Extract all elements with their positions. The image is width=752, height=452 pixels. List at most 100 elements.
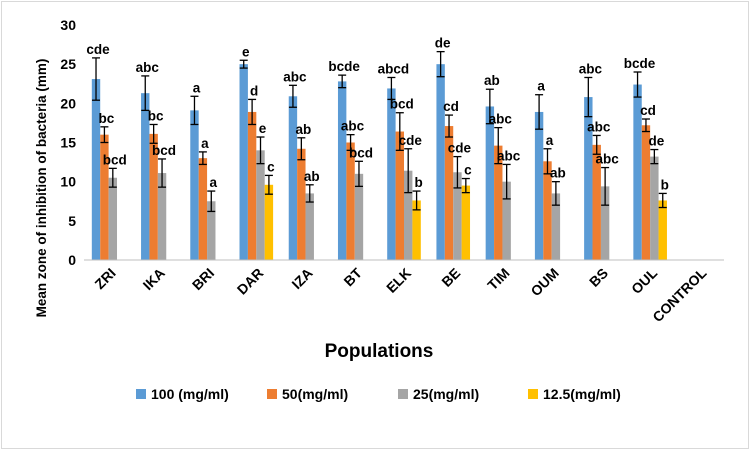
significance-label: bc [99,111,115,126]
bar [592,144,601,260]
bar [436,64,445,261]
significance-label: cde [448,141,472,156]
bar [600,186,610,260]
y-tick-label: 20 [60,95,76,111]
bar [551,193,561,260]
significance-label: ab [295,122,311,137]
x-tick-label: CONTROL [649,264,710,325]
significance-label: bcd [390,97,414,112]
significance-label: abc [283,69,307,84]
bar [485,106,495,260]
x-tick-label: IKA [140,265,168,293]
x-tick-label: IZA [288,265,315,292]
significance-label: bcde [328,59,360,74]
significance-label: bcd [103,152,127,167]
bar [157,173,167,260]
significance-label: abc [497,148,521,163]
legend-swatch [398,389,408,399]
bar [494,145,503,260]
legend-label: 50(mg/ml) [282,386,348,402]
significance-label: bc [148,108,164,123]
bar [149,133,158,260]
x-tick-label: BRI [189,265,217,293]
bar-labels: cdebcbcdabcbcbcdaaaedecabcababbcdeabcbcd… [86,36,668,193]
significance-label: abc [341,119,365,134]
bar [256,150,265,260]
bar [412,200,421,260]
legend-swatch [528,389,538,399]
x-tick-label: BT [340,264,365,289]
bar [543,161,552,260]
significance-label: bcd [349,145,373,160]
bar [658,200,667,260]
significance-label: abc [136,60,160,75]
y-tick-label: 30 [60,17,76,33]
x-tick-label: BS [586,265,611,290]
bar [91,79,101,260]
x-tick-label: OUM [527,265,561,299]
significance-label: ab [304,169,320,184]
significance-label: abc [587,119,611,134]
bar [190,110,199,260]
bar [650,156,659,260]
x-tick-label: TIM [484,265,512,293]
significance-label: abcd [378,61,410,76]
bar [502,181,511,260]
legend-label: 25(mg/ml) [413,386,479,402]
significance-label: bcde [624,56,656,71]
bar [337,81,347,261]
bar [641,125,651,261]
bar [395,131,404,260]
x-tick-label: BE [438,265,463,290]
significance-label: a [210,175,218,190]
y-axis-title: Mean zone of inhibition of bacteria (mm) [34,59,49,318]
bar [404,170,413,260]
bar [461,185,471,260]
significance-label: cd [640,103,656,118]
significance-label: cde [399,133,423,148]
significance-label: cde [86,42,110,57]
bar [239,64,248,261]
significance-label: bcd [152,143,176,158]
x-tick-label: DAR [234,265,267,298]
significance-label: a [193,80,201,95]
bar [354,173,364,260]
significance-label: ab [484,73,500,88]
bar [141,93,150,261]
significance-label: cd [443,99,459,114]
significance-label: c [464,163,472,178]
bar [108,177,118,260]
significance-label: de [435,36,451,51]
bar [584,97,593,260]
bar [444,126,454,260]
bar [633,84,642,261]
significance-label: b [414,175,422,190]
significance-label: e [259,121,267,136]
bar [346,142,355,260]
x-axis-title: Populations [325,341,434,362]
significance-label: de [648,134,664,149]
legend-swatch [136,389,146,399]
y-tick-label: 5 [68,213,76,229]
y-tick-label: 0 [68,252,76,268]
bar [207,201,216,260]
x-tick-label: ZRI [91,265,118,292]
y-tick-label: 10 [60,174,76,190]
error-bars [92,50,667,213]
significance-label: abc [579,61,603,76]
significance-label: e [242,44,250,59]
x-tick-label: OUL [628,264,661,297]
bar [264,184,274,260]
y-tick-label: 25 [60,56,76,72]
legend-label: 100 (mg/ml) [151,386,229,402]
significance-label: a [546,133,554,148]
significance-label: abc [489,112,513,127]
y-tick-label: 15 [60,135,76,151]
bar [297,148,306,260]
bar [247,111,257,260]
significance-label: abc [595,152,619,167]
y-axis-ticks: 0 5 10 15 20 25 30 [60,17,76,268]
bar [387,88,396,260]
significance-label: a [537,79,545,94]
